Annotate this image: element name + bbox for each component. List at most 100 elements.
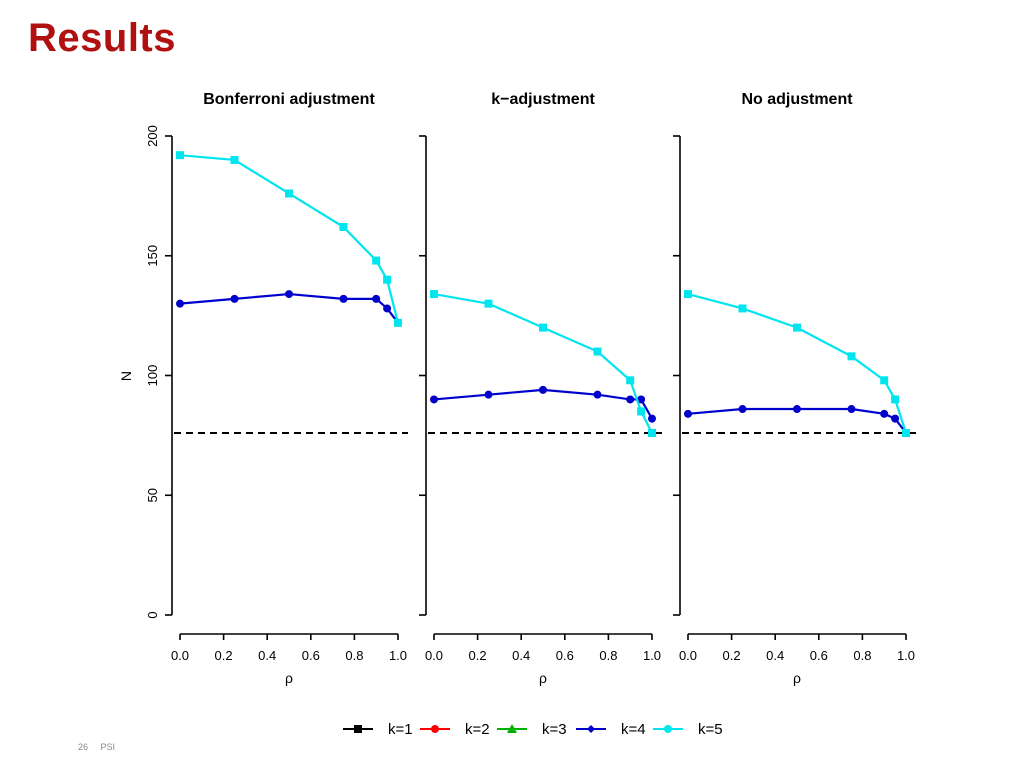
x-tick-label: 0.2	[469, 648, 487, 663]
panel-3: No adjustment 0.0 0.2 0.4 0.6 0.8 1.0 ρ	[673, 91, 916, 686]
x-tick-label: 0.0	[679, 648, 697, 663]
x-tick-label: 0.6	[302, 648, 320, 663]
data-point	[793, 405, 801, 414]
x-axis-label: ρ	[285, 670, 293, 686]
panel-title: k−adjustment	[491, 91, 595, 108]
data-point	[626, 395, 635, 404]
x-tick-label: 0.6	[556, 648, 574, 663]
legend-label: k=1	[388, 721, 413, 738]
series-k4	[430, 385, 656, 423]
legend-entry-k2: k=2	[420, 721, 490, 738]
data-point	[593, 347, 602, 356]
x-tick-label: 0.8	[853, 648, 871, 663]
legend-label: k=3	[542, 721, 567, 738]
series-k4	[176, 290, 402, 327]
x-axis-label: ρ	[793, 670, 801, 686]
panel-title: Bonferroni adjustment	[203, 91, 375, 108]
y-tick-label: 100	[145, 365, 160, 387]
series-line	[179, 292, 399, 324]
legend-entry-k3: k=3	[497, 721, 567, 738]
data-point	[539, 323, 547, 332]
legend-marker	[354, 725, 362, 733]
slide-page-number: 26	[78, 742, 89, 752]
data-point	[648, 428, 656, 437]
x-axis-label: ρ	[539, 670, 547, 686]
y-axis-label: N	[118, 371, 134, 381]
series-k4	[684, 405, 910, 437]
data-point	[880, 409, 889, 418]
x-tick-label: 1.0	[389, 648, 407, 663]
data-point	[372, 256, 381, 265]
data-point	[684, 409, 692, 418]
x-tick-label: 0.4	[766, 648, 784, 663]
x-tick-label: 0.2	[723, 648, 741, 663]
data-point	[593, 390, 602, 399]
legend-entry-k1: k=1	[343, 721, 413, 738]
data-point	[637, 395, 646, 404]
legend-marker	[507, 724, 517, 733]
data-point	[484, 390, 493, 399]
legend-label: k=5	[698, 721, 723, 738]
data-point	[637, 407, 646, 416]
data-point	[394, 318, 402, 327]
series-k5	[176, 151, 402, 327]
series-k5	[430, 290, 656, 437]
data-point	[430, 290, 438, 299]
legend-marker	[664, 725, 672, 733]
x-tick-label: 0.4	[512, 648, 530, 663]
slide-title: Results	[28, 16, 176, 60]
data-point	[880, 376, 889, 385]
x-tick-label: 0.8	[599, 648, 617, 663]
x-tick-label: 0.2	[215, 648, 233, 663]
x-tick-label: 0.4	[258, 648, 276, 663]
y-tick-label: 50	[145, 488, 160, 502]
data-point	[738, 304, 747, 313]
series-k5	[684, 290, 910, 437]
data-point	[285, 290, 293, 299]
data-point	[372, 294, 381, 303]
data-point	[383, 275, 392, 284]
data-point	[484, 299, 493, 308]
data-point	[539, 385, 547, 394]
legend: k=1 k=2 k=3 k=4 k=5	[343, 721, 723, 738]
data-point	[285, 189, 293, 198]
y-tick-label: 200	[145, 125, 160, 147]
legend-marker	[587, 725, 595, 733]
data-point	[176, 151, 184, 160]
series-line	[433, 292, 653, 434]
data-point	[891, 414, 900, 423]
y-tick-label: 150	[145, 245, 160, 267]
panel-2: k−adjustment 0.0 0.2 0.4 0.6 0.8 1.0 ρ	[419, 91, 662, 686]
x-tick-label: 1.0	[643, 648, 661, 663]
footer-text: PSI	[100, 742, 116, 752]
data-point	[383, 304, 392, 313]
slide-footer: 26 PSI	[78, 742, 115, 752]
data-point	[648, 414, 656, 423]
data-point	[230, 294, 239, 303]
data-point	[891, 395, 900, 404]
y-tick-label: 0	[145, 611, 160, 618]
legend-entry-k4: k=4	[576, 721, 646, 738]
data-point	[176, 299, 184, 308]
panel-1: Bonferroni adjustment 0 50 100 150 200 0.0 0.2 0…	[145, 91, 408, 686]
x-tick-label: 0.0	[171, 648, 189, 663]
data-point	[626, 376, 635, 385]
x-tick-label: 0.0	[425, 648, 443, 663]
legend-label: k=4	[621, 721, 646, 738]
data-point	[847, 352, 856, 361]
data-point	[738, 405, 747, 414]
data-point	[230, 155, 239, 164]
legend-entry-k5: k=5	[653, 721, 723, 738]
data-point	[793, 323, 801, 332]
data-point	[902, 428, 910, 437]
data-point	[339, 294, 348, 303]
data-point	[430, 395, 438, 404]
series-line	[433, 388, 653, 420]
legend-marker	[431, 725, 439, 733]
data-point	[684, 290, 692, 299]
legend-label: k=2	[465, 721, 490, 738]
x-tick-label: 1.0	[897, 648, 915, 663]
x-tick-label: 0.8	[345, 648, 363, 663]
x-tick-label: 0.6	[810, 648, 828, 663]
